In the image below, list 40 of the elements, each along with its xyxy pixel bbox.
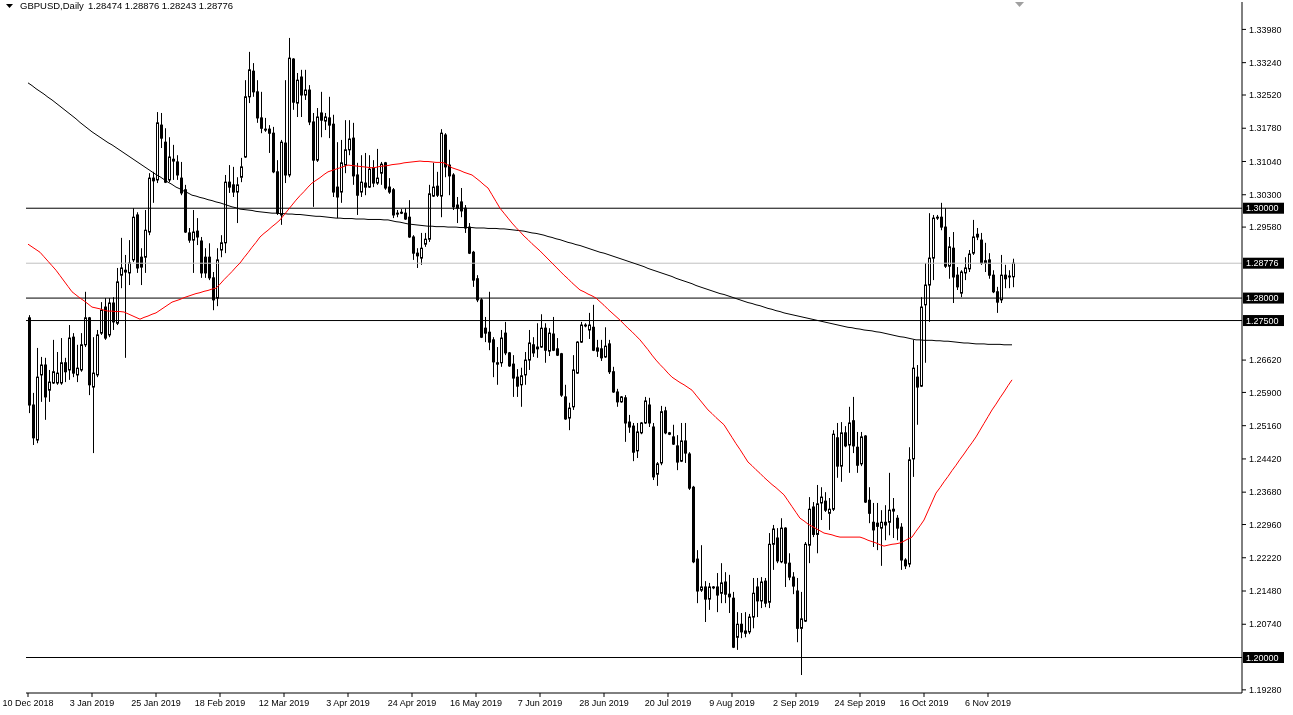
y-tick-label: 1.24420 xyxy=(1249,454,1282,465)
ref-line-label: 1.30000 xyxy=(1246,203,1279,214)
y-tick-label: 1.25160 xyxy=(1249,420,1282,431)
x-tick-label: 28 Jun 2019 xyxy=(579,698,629,708)
y-tick-label: 1.20740 xyxy=(1249,619,1282,630)
x-tick-label: 16 May 2019 xyxy=(449,698,503,708)
y-tick-label: 1.31040 xyxy=(1249,156,1282,167)
y-tick-label: 1.22960 xyxy=(1249,519,1282,530)
x-tick-label: 7 Jun 2019 xyxy=(517,698,563,708)
x-tick-label: 6 Nov 2019 xyxy=(964,698,1012,708)
x-tick-label: 10 Dec 2018 xyxy=(2,698,54,708)
y-tick-label: 1.26620 xyxy=(1249,355,1282,366)
y-tick-label: 1.33240 xyxy=(1249,57,1282,68)
x-tick-label: 9 Aug 2019 xyxy=(709,698,755,708)
x-tick-label: 20 Jul 2019 xyxy=(644,698,692,708)
y-tick-label: 1.19280 xyxy=(1249,685,1282,696)
y-tick-label: 1.31780 xyxy=(1249,123,1282,134)
ref-line-label: 1.20000 xyxy=(1246,652,1279,663)
y-tick-label: 1.30300 xyxy=(1249,189,1282,200)
x-tick-label: 3 Jan 2019 xyxy=(69,698,115,708)
x-tick-label: 2 Sep 2019 xyxy=(772,698,820,708)
y-tick-label: 1.32520 xyxy=(1249,90,1282,101)
ref-line-label: 1.27500 xyxy=(1246,315,1279,326)
y-tick-label: 1.23680 xyxy=(1249,487,1282,498)
x-tick-label: 24 Sep 2019 xyxy=(834,698,886,708)
y-tick-label: 1.22220 xyxy=(1249,552,1282,563)
x-tick-label: 25 Jan 2019 xyxy=(131,698,181,708)
y-tick-label: 1.33980 xyxy=(1249,24,1282,35)
ref-line-label: 1.28000 xyxy=(1246,293,1279,304)
x-tick-label: 12 Mar 2019 xyxy=(258,698,310,708)
x-tick-label: 3 Apr 2019 xyxy=(326,698,370,708)
x-tick-label: 24 Apr 2019 xyxy=(387,698,437,708)
x-tick-label: 16 Oct 2019 xyxy=(899,698,949,708)
x-tick-label: 18 Feb 2019 xyxy=(194,698,246,708)
ref-line-label: 1.28776 xyxy=(1246,258,1279,269)
chart-title: GBPUSD,Daily xyxy=(20,0,84,12)
y-tick-label: 1.25900 xyxy=(1249,387,1282,398)
chart-subtitle: 1.28474 1.28876 1.28243 1.28776 xyxy=(87,0,234,12)
y-tick-label: 1.21480 xyxy=(1249,586,1282,597)
y-tick-label: 1.29580 xyxy=(1249,222,1282,233)
